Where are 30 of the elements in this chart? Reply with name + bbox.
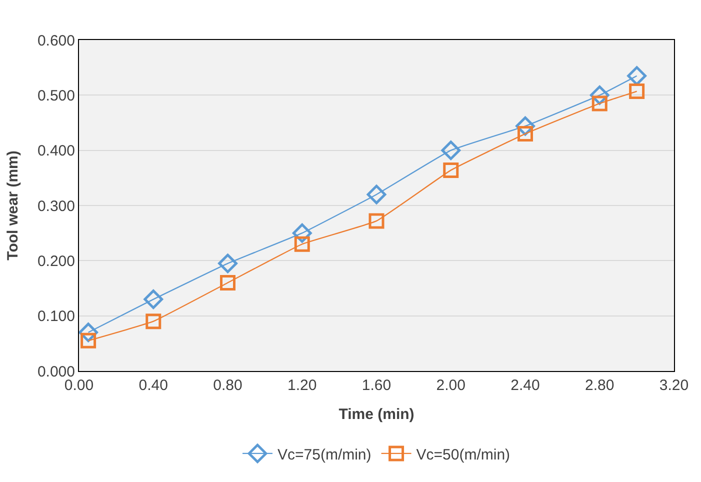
x-tick-label: 2.80 xyxy=(585,377,614,394)
point xyxy=(146,314,162,330)
y-tick-label: 0.600 xyxy=(37,32,75,50)
y-tick-label: 0.400 xyxy=(37,142,75,160)
point xyxy=(627,66,647,86)
x-tick-label: 1.20 xyxy=(288,377,317,394)
x-tick-label: 0.80 xyxy=(213,377,242,394)
y-tick-label: 0.200 xyxy=(37,252,75,270)
x-tick-label: 2.40 xyxy=(510,377,540,394)
y-tick-label: 0.500 xyxy=(37,87,75,104)
point xyxy=(294,236,310,252)
point xyxy=(629,84,645,100)
x-axis-title: Time (min) xyxy=(338,406,414,423)
point xyxy=(443,162,459,178)
point xyxy=(368,213,384,229)
point xyxy=(218,254,238,274)
x-tick-label: 0.40 xyxy=(138,377,168,394)
y-tick-label: 0.300 xyxy=(37,198,75,215)
x-tick-label: 1.60 xyxy=(362,377,392,394)
point xyxy=(592,96,608,112)
point xyxy=(441,140,461,160)
y-axis-title: Tool wear (mm) xyxy=(4,150,22,260)
point xyxy=(220,274,236,290)
legend-label: Vc=50(m/min) xyxy=(416,446,510,464)
y-tick-label: 0.100 xyxy=(37,308,75,326)
x-tick-label: 3.20 xyxy=(659,377,689,394)
point xyxy=(144,290,164,309)
legend-label: Vc=75(m/min) xyxy=(278,446,372,464)
x-tick-label: 2.00 xyxy=(436,377,466,394)
point xyxy=(366,184,386,204)
